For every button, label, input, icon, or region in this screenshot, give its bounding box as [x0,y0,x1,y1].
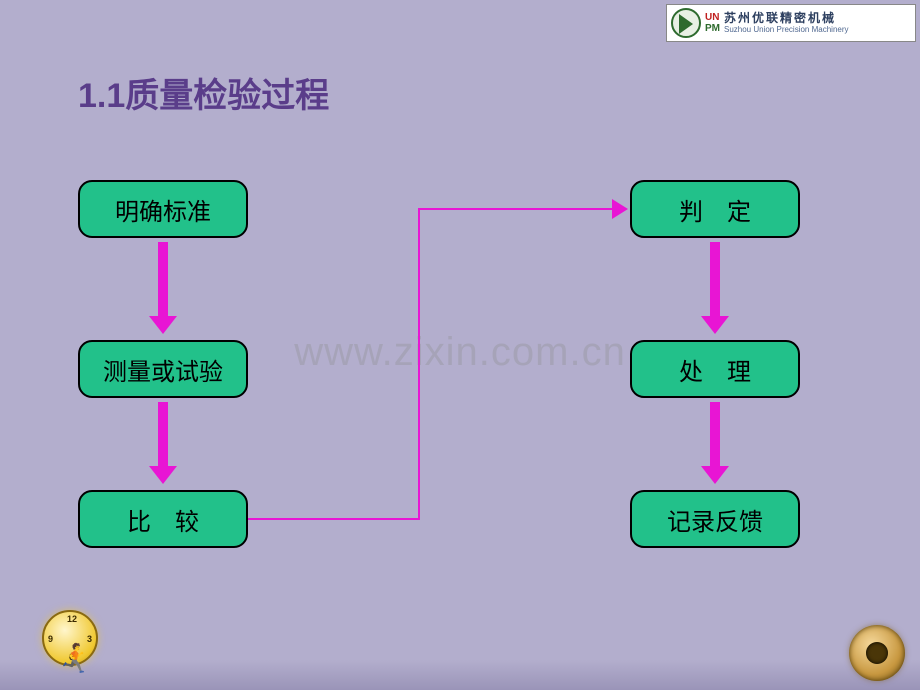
logo-name-cn: 苏州优联精密机械 [724,11,849,25]
logo-pm: PM [705,23,720,34]
logo-text: 苏州优联精密机械 Suzhou Union Precision Machiner… [724,11,849,35]
flow-node-n1: 明确标准 [78,180,248,238]
footer-gradient [0,660,920,690]
watermark-text: www.zixin.com.cn [294,330,626,375]
connector-arrowhead [612,199,628,219]
flow-arrow-1 [158,402,168,468]
page-title: 1.1质量检验过程 [78,68,329,117]
logo-mark-icon [671,8,701,38]
flow-node-n6: 记录反馈 [630,490,800,548]
runner-icon: 🏃 [58,642,93,675]
flow-node-n2: 测量或试验 [78,340,248,398]
flow-node-n5: 处 理 [630,340,800,398]
clock-num-12: 12 [67,614,77,624]
connector-seg-2 [418,208,612,210]
logo-name-en: Suzhou Union Precision Machinery [724,25,849,35]
logo-un: UN [705,12,720,23]
connector-seg-1 [418,208,420,520]
connector-seg-0 [248,518,420,520]
clock-runner-icon: 12 3 6 9 🏃 [30,608,110,682]
company-logo: UN PM 苏州优联精密机械 Suzhou Union Precision Ma… [666,4,916,42]
flow-arrow-3 [710,402,720,468]
flow-node-n3: 比 较 [78,490,248,548]
flow-arrow-0 [158,242,168,318]
logo-abbrev: UN PM [705,12,720,34]
clock-num-9: 9 [48,634,53,644]
gear-icon [846,622,908,684]
flow-node-n4: 判 定 [630,180,800,238]
flow-arrow-2 [710,242,720,318]
gear-hole [866,642,888,664]
